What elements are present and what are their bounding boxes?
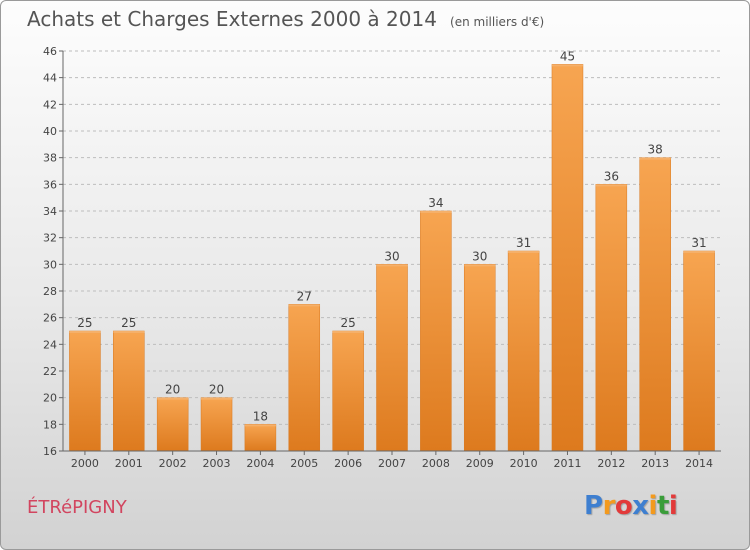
bar-highlight — [464, 264, 496, 267]
bar-2005 — [288, 304, 321, 452]
bar-2008 — [420, 210, 452, 452]
value-label: 38 — [648, 143, 663, 157]
proxiti-logo: Proxiti — [584, 491, 678, 521]
logo-letter: r — [602, 491, 616, 521]
commune-name: ÉTRéPIGNY — [27, 497, 127, 518]
x-tick-label: 2001 — [115, 457, 143, 470]
y-tick-label: 28 — [43, 285, 57, 298]
logo-letter: o — [614, 491, 633, 521]
x-tick-label: 2012 — [597, 457, 625, 470]
bar-2003 — [200, 397, 233, 452]
axes — [59, 50, 721, 455]
bar-highlight — [157, 397, 189, 400]
y-tick-label: 22 — [43, 365, 57, 378]
bar-2010 — [507, 250, 540, 452]
x-tick-label: 2002 — [159, 457, 187, 470]
x-tick-label: 2000 — [71, 457, 99, 470]
value-label: 45 — [560, 49, 575, 63]
x-tick-label: 2007 — [378, 457, 406, 470]
value-label: 20 — [165, 383, 180, 397]
y-tick-label: 18 — [43, 418, 57, 431]
bar-highlight — [551, 64, 583, 67]
y-tick-label: 20 — [43, 392, 57, 405]
bar-highlight — [113, 331, 145, 333]
logo-letter: t — [656, 491, 669, 521]
y-tick-label: 24 — [43, 338, 57, 351]
bar-2002 — [156, 397, 189, 452]
bar-highlight — [639, 157, 671, 160]
title-line: Achats et Charges Externes 2000 à 2014 (… — [27, 7, 544, 31]
bar-highlight — [288, 304, 320, 307]
bar-2007 — [376, 264, 408, 452]
x-tick-label: 2014 — [685, 457, 713, 470]
bar-2006 — [332, 330, 364, 452]
bars — [69, 64, 715, 452]
bar-2011 — [551, 64, 584, 452]
bar-highlight — [69, 331, 101, 333]
y-tick-label: 44 — [43, 72, 57, 85]
bar-2009 — [463, 264, 496, 452]
y-tick-label: 38 — [43, 152, 57, 165]
x-tick-label: 2009 — [466, 457, 494, 470]
value-label: 25 — [77, 316, 92, 330]
value-label: 27 — [297, 289, 312, 303]
bar-2001 — [113, 330, 145, 452]
bar-highlight — [332, 331, 364, 333]
bar-2000 — [69, 330, 101, 452]
bar-2012 — [595, 184, 628, 452]
value-label: 25 — [340, 316, 355, 330]
value-label: 30 — [472, 249, 487, 263]
x-tick-label: 2013 — [641, 457, 669, 470]
y-tick-label: 32 — [43, 232, 57, 245]
x-tick-label: 2003 — [203, 457, 231, 470]
x-tick-label: 2005 — [290, 457, 318, 470]
bar-highlight — [244, 424, 276, 427]
bar-highlight — [420, 211, 452, 213]
x-tick-label: 2008 — [422, 457, 450, 470]
y-tick-label: 40 — [43, 125, 57, 138]
y-tick-label: 26 — [43, 312, 57, 325]
y-tick-label: 16 — [43, 445, 57, 458]
x-tick-label: 2006 — [334, 457, 362, 470]
y-tick-label: 36 — [43, 178, 57, 191]
value-label: 31 — [516, 236, 531, 250]
value-label: 34 — [428, 196, 443, 210]
logo-letter: i — [648, 491, 658, 521]
x-tick-label: 2004 — [246, 457, 274, 470]
bar-highlight — [683, 251, 715, 253]
y-tick-label: 30 — [43, 258, 57, 271]
bar-highlight — [201, 397, 233, 400]
logo-letter: x — [632, 491, 649, 521]
value-label: 25 — [121, 316, 136, 330]
labels: 16 18 20 22 24 26 28 30 32 34 36 38 40 42 44 46 25 2000 25… — [43, 45, 713, 470]
bar-highlight — [508, 251, 540, 253]
y-tick-label: 46 — [43, 45, 57, 58]
value-label: 30 — [384, 249, 399, 263]
value-label: 36 — [604, 169, 619, 183]
bar-2013 — [639, 157, 671, 452]
value-label: 31 — [691, 236, 706, 250]
logo-letter: P — [584, 491, 603, 521]
chart-subtitle: (en milliers d'€) — [450, 15, 545, 29]
bar-highlight — [595, 184, 627, 187]
bar-highlight — [376, 264, 408, 267]
logo-letter: i — [668, 491, 678, 521]
chart-title: Achats et Charges Externes 2000 à 2014 — [27, 7, 437, 31]
y-tick-label: 34 — [43, 205, 57, 218]
value-label: 20 — [209, 383, 224, 397]
y-tick-label: 42 — [43, 98, 57, 111]
x-tick-label: 2011 — [553, 457, 581, 470]
bar-2014 — [683, 250, 715, 452]
x-tick-label: 2010 — [510, 457, 538, 470]
value-label: 18 — [253, 409, 268, 423]
bar-2004 — [244, 424, 277, 452]
